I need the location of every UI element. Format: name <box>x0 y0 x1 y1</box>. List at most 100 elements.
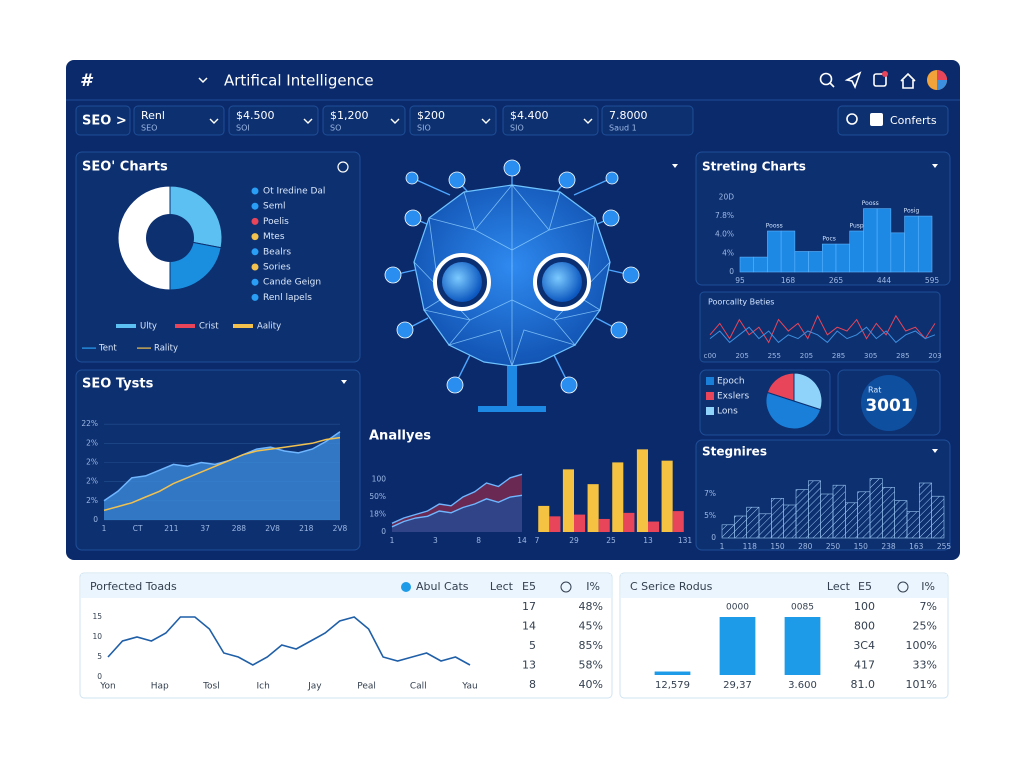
table-cell: 5 <box>529 639 536 652</box>
filter-value: Renl <box>141 109 165 122</box>
filter-box[interactable] <box>322 105 406 136</box>
info-icon[interactable] <box>897 581 909 593</box>
y-tick-label: 100 <box>372 475 387 484</box>
card-title: Porfected Toads <box>90 580 177 593</box>
bar <box>734 515 747 539</box>
bar <box>753 256 768 273</box>
legend-label: Aality <box>257 322 281 332</box>
kpi-label: Rat <box>868 386 881 395</box>
table-cell: 100 <box>854 600 875 613</box>
filter-chevron <box>583 118 593 124</box>
info-icon[interactable] <box>560 581 572 593</box>
bar <box>721 524 735 539</box>
x-tick-label: Yau <box>461 682 477 692</box>
panel-menu-icon[interactable] <box>337 161 349 173</box>
panel-menu[interactable] <box>672 164 678 168</box>
table-cell: 25% <box>913 620 937 633</box>
panel-menu[interactable] <box>932 164 938 168</box>
legend-swatch <box>706 392 714 400</box>
kpi-circle <box>861 375 917 431</box>
bar <box>739 256 755 273</box>
bar <box>904 215 919 273</box>
bar <box>767 230 782 273</box>
bar-annotation: Pocs <box>822 236 836 243</box>
x-tick-label: 2V8 <box>333 524 348 533</box>
bar <box>808 480 821 539</box>
y-tick-label: 5% <box>704 511 716 520</box>
filter-box[interactable] <box>133 105 225 136</box>
legend-label: Seml <box>263 202 286 212</box>
donut-hole <box>146 214 194 262</box>
avatar-part <box>937 80 947 90</box>
bar <box>598 518 610 532</box>
bar <box>876 208 892 273</box>
panel-menu[interactable] <box>341 380 347 384</box>
bar <box>549 516 561 532</box>
filter-tab[interactable] <box>75 105 131 136</box>
y-tick-label: 5 <box>97 652 102 661</box>
bar <box>917 215 933 273</box>
x-tick-label: 2V8 <box>265 524 280 533</box>
search-icon[interactable] <box>819 72 833 86</box>
kpi-value: 3001 <box>865 396 912 416</box>
legend-label: Mtes <box>263 232 285 242</box>
x-tick-label: CT <box>133 524 143 533</box>
legend-label: Ot Iredine Dal <box>263 187 325 197</box>
x-tick-label: 3 <box>433 536 438 545</box>
area <box>392 495 522 532</box>
table-cell: 58% <box>579 659 603 672</box>
notify-icon[interactable] <box>873 73 887 87</box>
filter-box[interactable] <box>409 105 497 136</box>
panel-menu[interactable] <box>932 449 938 453</box>
x-tick-label: 14 <box>517 536 527 545</box>
logo: # <box>80 71 94 91</box>
filter-box[interactable] <box>228 105 319 136</box>
column-header: Lect <box>490 580 514 593</box>
y-tick-label: 4.0% <box>715 230 734 239</box>
table-cell: 40% <box>579 678 603 691</box>
bar <box>857 491 871 539</box>
bar-top-label: 0085 <box>791 603 814 613</box>
bar-top-label: 0000 <box>726 603 749 613</box>
x-tick-label: 131 <box>678 536 693 545</box>
x-tick-label: 250 <box>826 542 841 551</box>
y-tick-label: 18% <box>369 510 386 519</box>
search-box[interactable] <box>837 105 949 136</box>
y-tick-label: 0 <box>97 672 102 681</box>
filter-box[interactable] <box>601 105 694 136</box>
table-cell: 101% <box>906 678 937 691</box>
legend-dot <box>401 582 411 592</box>
legend-label: Ulty <box>140 322 157 332</box>
table-cell: 7% <box>920 600 937 613</box>
column-header: I% <box>921 580 935 593</box>
x-tick-label: Peal <box>357 682 376 692</box>
x-tick-label: 168 <box>781 276 796 285</box>
x-tick-label: Yon <box>99 682 116 692</box>
legend-label: Crist <box>199 322 219 332</box>
legend-dot <box>251 278 259 286</box>
bar <box>623 512 635 532</box>
notify-dot <box>882 71 888 77</box>
send-icon[interactable] <box>844 71 862 90</box>
filter-chevron <box>390 118 400 124</box>
line <box>107 616 471 666</box>
x-tick-label: c00 <box>704 352 717 360</box>
panel-title: SEO Tysts <box>82 377 154 392</box>
y-tick-label: 2% <box>86 496 98 505</box>
bar <box>919 482 932 539</box>
column-header: I% <box>586 580 600 593</box>
y-tick-label: 0 <box>729 267 734 276</box>
bar <box>894 500 908 539</box>
x-tick-label: 305 <box>864 352 877 360</box>
title-chevron[interactable] <box>198 77 208 84</box>
legend-swatch <box>706 377 714 385</box>
legend-dot <box>251 293 259 301</box>
home-icon[interactable] <box>900 72 916 89</box>
table-cell: 85% <box>579 639 603 652</box>
bar <box>636 449 648 532</box>
trends-card-header <box>81 574 611 598</box>
x-tick-label: 118 <box>743 542 758 551</box>
bar <box>719 617 756 675</box>
filter-box[interactable] <box>502 105 599 136</box>
bar <box>869 478 883 539</box>
